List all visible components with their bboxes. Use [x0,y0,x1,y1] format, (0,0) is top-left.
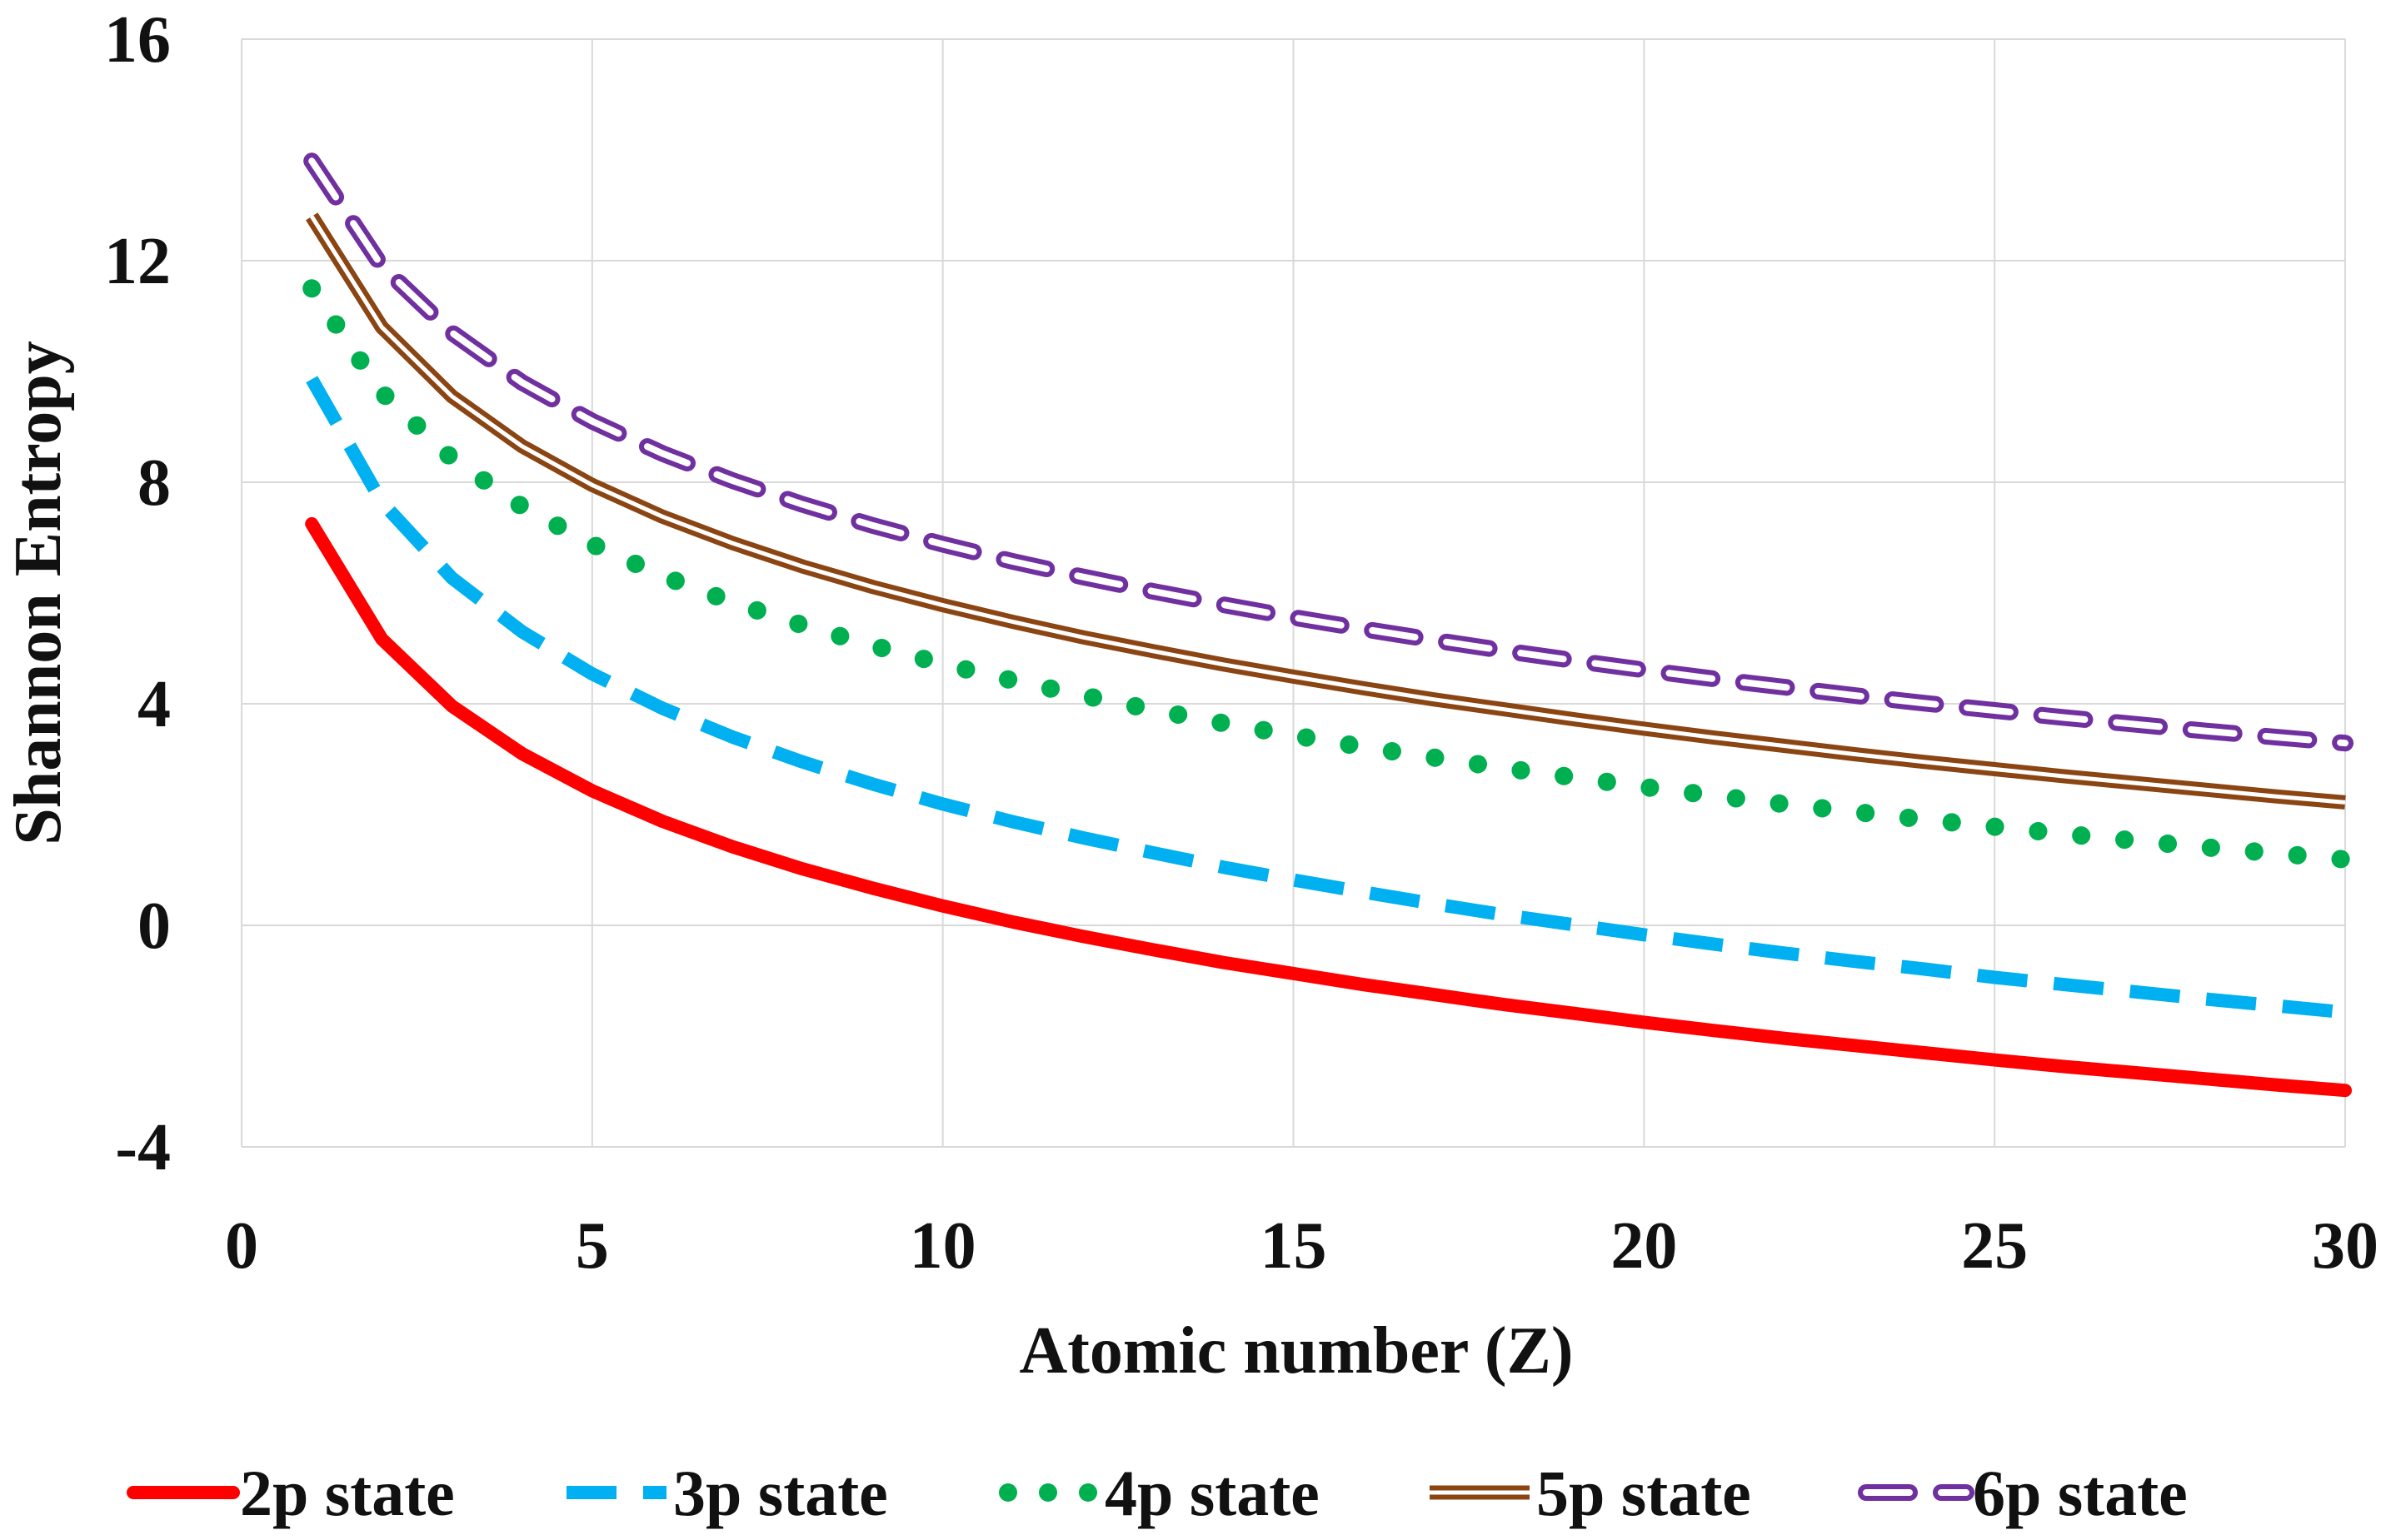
legend-item-3p-state: 3p state [567,1457,888,1529]
legend-item-2p-state: 2p state [127,1457,455,1529]
y-tick-label: 8 [137,446,171,520]
legend-label: 6p state [1973,1457,2188,1529]
y-tick-label: 4 [137,668,171,741]
legend: 2p state 3p state 4p state 5p state 6p state [127,1457,2188,1529]
x-axis-title: Atomic number (Z) [1019,1314,1573,1388]
x-tick-label: 25 [1961,1209,2028,1283]
x-tick-label: 20 [1610,1209,1677,1283]
x-tick-label: 30 [2312,1209,2379,1283]
legend-label: 2p state [240,1457,455,1529]
x-tick-label: 5 [576,1209,609,1283]
series-line-6p-state [303,152,2354,752]
legend-swatch [999,1483,1097,1502]
legend-item-4p-state: 4p state [999,1457,1320,1529]
y-tick-label: 16 [104,3,171,77]
x-tick-label: 10 [910,1209,976,1283]
y-tick-label: -4 [115,1111,171,1184]
legend-label: 5p state [1536,1457,1751,1529]
legend-item-5p-state: 5p state [1430,1457,1751,1529]
x-tick-label: 15 [1260,1209,1327,1283]
y-tick-label: 12 [104,225,171,298]
y-axis-title: Shannon Entropy [2,341,75,845]
series-line-2p-state [305,516,2352,1098]
legend-label: 4p state [1105,1457,1320,1529]
series-line-3p-state [306,376,2346,1019]
x-axis-ticks: 0 5 10 15 20 25 30 [225,1209,2379,1283]
x-tick-label: 0 [225,1209,258,1283]
series-lines [302,152,2354,1098]
y-tick-label: 0 [137,890,171,963]
legend-label: 3p state [673,1457,888,1529]
series-line-5p-state [306,212,2346,810]
legend-item-6p-state: 6p state [1858,1457,2188,1529]
y-axis-ticks: -4 0 4 8 12 16 [104,3,171,1184]
